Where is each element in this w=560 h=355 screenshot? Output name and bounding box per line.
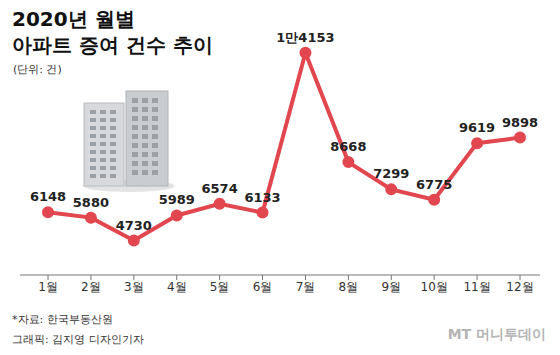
svg-text:9월: 9월	[381, 280, 401, 294]
svg-text:2월: 2월	[81, 280, 101, 294]
html-text:*자료: 한국부동산원: *자료: 한국부동산원	[12, 313, 113, 326]
svg-text:12월: 12월	[506, 280, 533, 294]
svg-text:3월: 3월	[124, 280, 144, 294]
svg-text:6574: 6574	[202, 181, 238, 196]
html-text:그래픽: 김지영 디자인기자: 그래픽: 김지영 디자인기자	[12, 333, 144, 346]
svg-text:7299: 7299	[373, 166, 409, 181]
svg-text:4월: 4월	[167, 280, 187, 294]
svg-text:4730: 4730	[116, 218, 152, 233]
html-text:(단위: 건): (단위: 건)	[13, 63, 62, 76]
svg-text:6148: 6148	[30, 189, 66, 204]
html-text:MT 머니투데이: MT 머니투데이	[447, 326, 546, 342]
svg-text:8월: 8월	[339, 280, 359, 294]
svg-text:5880: 5880	[73, 195, 109, 210]
svg-text:6775: 6775	[416, 177, 452, 192]
svg-text:6월: 6월	[253, 280, 273, 294]
html-text:아파트 증여 건수 추이: 아파트 증여 건수 추이	[12, 33, 213, 57]
html-text:2020년 월별: 2020년 월별	[12, 7, 135, 31]
svg-text:5989: 5989	[159, 192, 195, 207]
svg-text:9898: 9898	[502, 115, 538, 130]
svg-text:6133: 6133	[244, 190, 280, 205]
svg-text:8668: 8668	[330, 139, 366, 154]
svg-text:1월: 1월	[38, 280, 58, 294]
svg-text:7월: 7월	[296, 280, 316, 294]
svg-text:9619: 9619	[459, 120, 495, 135]
svg-text:10월: 10월	[421, 280, 448, 294]
svg-text:5월: 5월	[210, 280, 230, 294]
svg-text:11월: 11월	[463, 280, 490, 294]
svg-text:1만4153: 1만4153	[276, 30, 334, 45]
